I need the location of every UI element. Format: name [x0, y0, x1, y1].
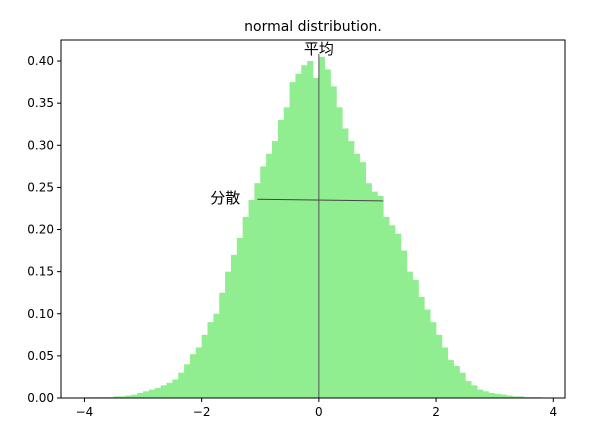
- mean-annotation: 平均: [304, 40, 334, 58]
- histogram-bar: [248, 200, 255, 398]
- histogram-bar: [406, 271, 413, 398]
- histogram-bar: [254, 183, 261, 398]
- histogram-bar: [271, 141, 279, 399]
- histogram-bar: [465, 381, 472, 398]
- histogram-bar: [459, 372, 466, 398]
- y-tick-label: 0.40: [27, 54, 54, 68]
- x-axis: −4 −2 0 2 4: [76, 398, 557, 419]
- histogram-bar: [447, 360, 454, 398]
- histogram-bar: [148, 389, 156, 398]
- histogram-bar: [230, 254, 238, 398]
- x-tick-label: 4: [549, 405, 557, 419]
- x-tick-label: −2: [193, 405, 211, 419]
- histogram-bar: [172, 379, 179, 398]
- histogram-bar: [453, 365, 460, 398]
- histogram-bar: [137, 392, 144, 398]
- histogram-bar: [500, 394, 507, 398]
- histogram-bar: [201, 334, 208, 398]
- histogram-bar: [354, 153, 361, 398]
- histogram-bar: [348, 141, 355, 399]
- histogram-bar: [494, 393, 501, 398]
- histogram-bar: [219, 292, 226, 398]
- histogram-bar: [342, 128, 349, 398]
- histogram-bar: [395, 233, 402, 398]
- histogram-bar: [307, 61, 314, 398]
- histogram-bar: [283, 107, 290, 398]
- histogram-bar: [436, 334, 443, 398]
- y-tick-label: 0.25: [27, 180, 54, 194]
- histogram-bar: [371, 191, 378, 398]
- chart-title: normal distribution.: [244, 19, 382, 35]
- histogram-bar: [324, 69, 331, 398]
- histogram-bar: [213, 313, 220, 398]
- histogram-bar: [125, 395, 132, 398]
- variance-annotation: 分散: [210, 189, 240, 207]
- histogram-bar: [277, 120, 284, 398]
- histogram-bar: [359, 162, 367, 398]
- histogram-bar: [330, 86, 337, 399]
- x-tick-label: 0: [315, 405, 323, 419]
- histogram-bar: [242, 216, 249, 398]
- histogram-bar: [160, 385, 167, 398]
- y-tick-label: 0.15: [27, 265, 54, 279]
- histogram-bar: [266, 153, 273, 398]
- histogram-bar: [113, 396, 120, 398]
- y-axis: 0.00 0.05 0.10 0.15 0.20 0.25 0.30 0.35 0.40: [27, 54, 61, 405]
- histogram-bar: [195, 347, 202, 398]
- x-tick-label: −4: [76, 405, 94, 419]
- histogram-bar: [488, 392, 495, 398]
- histogram-bar: [301, 65, 308, 398]
- histogram-bar: [430, 322, 437, 398]
- histogram-bar: [119, 396, 126, 398]
- y-tick-label: 0.05: [27, 349, 54, 363]
- histogram-bar: [506, 395, 513, 398]
- histogram-bar: [383, 216, 390, 398]
- histogram-bar: [518, 396, 525, 398]
- histogram-bar: [295, 73, 302, 398]
- histogram-bar: [131, 394, 138, 398]
- variance-line: [257, 198, 384, 202]
- y-tick-label: 0.10: [27, 307, 54, 321]
- histogram-bar: [412, 280, 419, 398]
- histogram-bar: [377, 195, 384, 398]
- histogram-bar: [318, 56, 326, 399]
- histogram-bar: [477, 389, 484, 398]
- y-tick-label: 0.30: [27, 138, 54, 152]
- histogram-bar: [400, 250, 408, 398]
- histogram-bar: [207, 322, 214, 398]
- histogram-bar: [482, 391, 490, 398]
- histogram-bar: [236, 237, 243, 398]
- histogram-bar: [365, 183, 372, 398]
- histogram-bar: [166, 382, 173, 398]
- histogram-bar: [471, 385, 478, 398]
- y-tick-label: 0.35: [27, 96, 54, 110]
- y-tick-label: 0.20: [27, 223, 54, 237]
- histogram-bar: [441, 347, 449, 398]
- y-tick-label: 0.00: [27, 391, 54, 405]
- histogram-bar: [143, 391, 150, 398]
- histogram-bar: [389, 225, 396, 398]
- histogram-bar: [336, 107, 343, 398]
- plot-frame: [60, 39, 566, 399]
- x-tick-label: 2: [432, 405, 440, 419]
- histogram-bar: [178, 372, 185, 398]
- histogram-bars: [84, 56, 542, 399]
- histogram-bar: [184, 364, 191, 398]
- histogram-bar: [289, 82, 296, 398]
- histogram-bar: [189, 354, 197, 398]
- histogram-bar: [260, 166, 267, 398]
- histogram-bar: [424, 309, 431, 398]
- histogram-bar: [154, 387, 161, 398]
- histogram-bar: [512, 396, 519, 398]
- histogram-bar: [418, 296, 425, 398]
- histogram-bar: [225, 271, 232, 398]
- histogram-bar: [313, 77, 320, 398]
